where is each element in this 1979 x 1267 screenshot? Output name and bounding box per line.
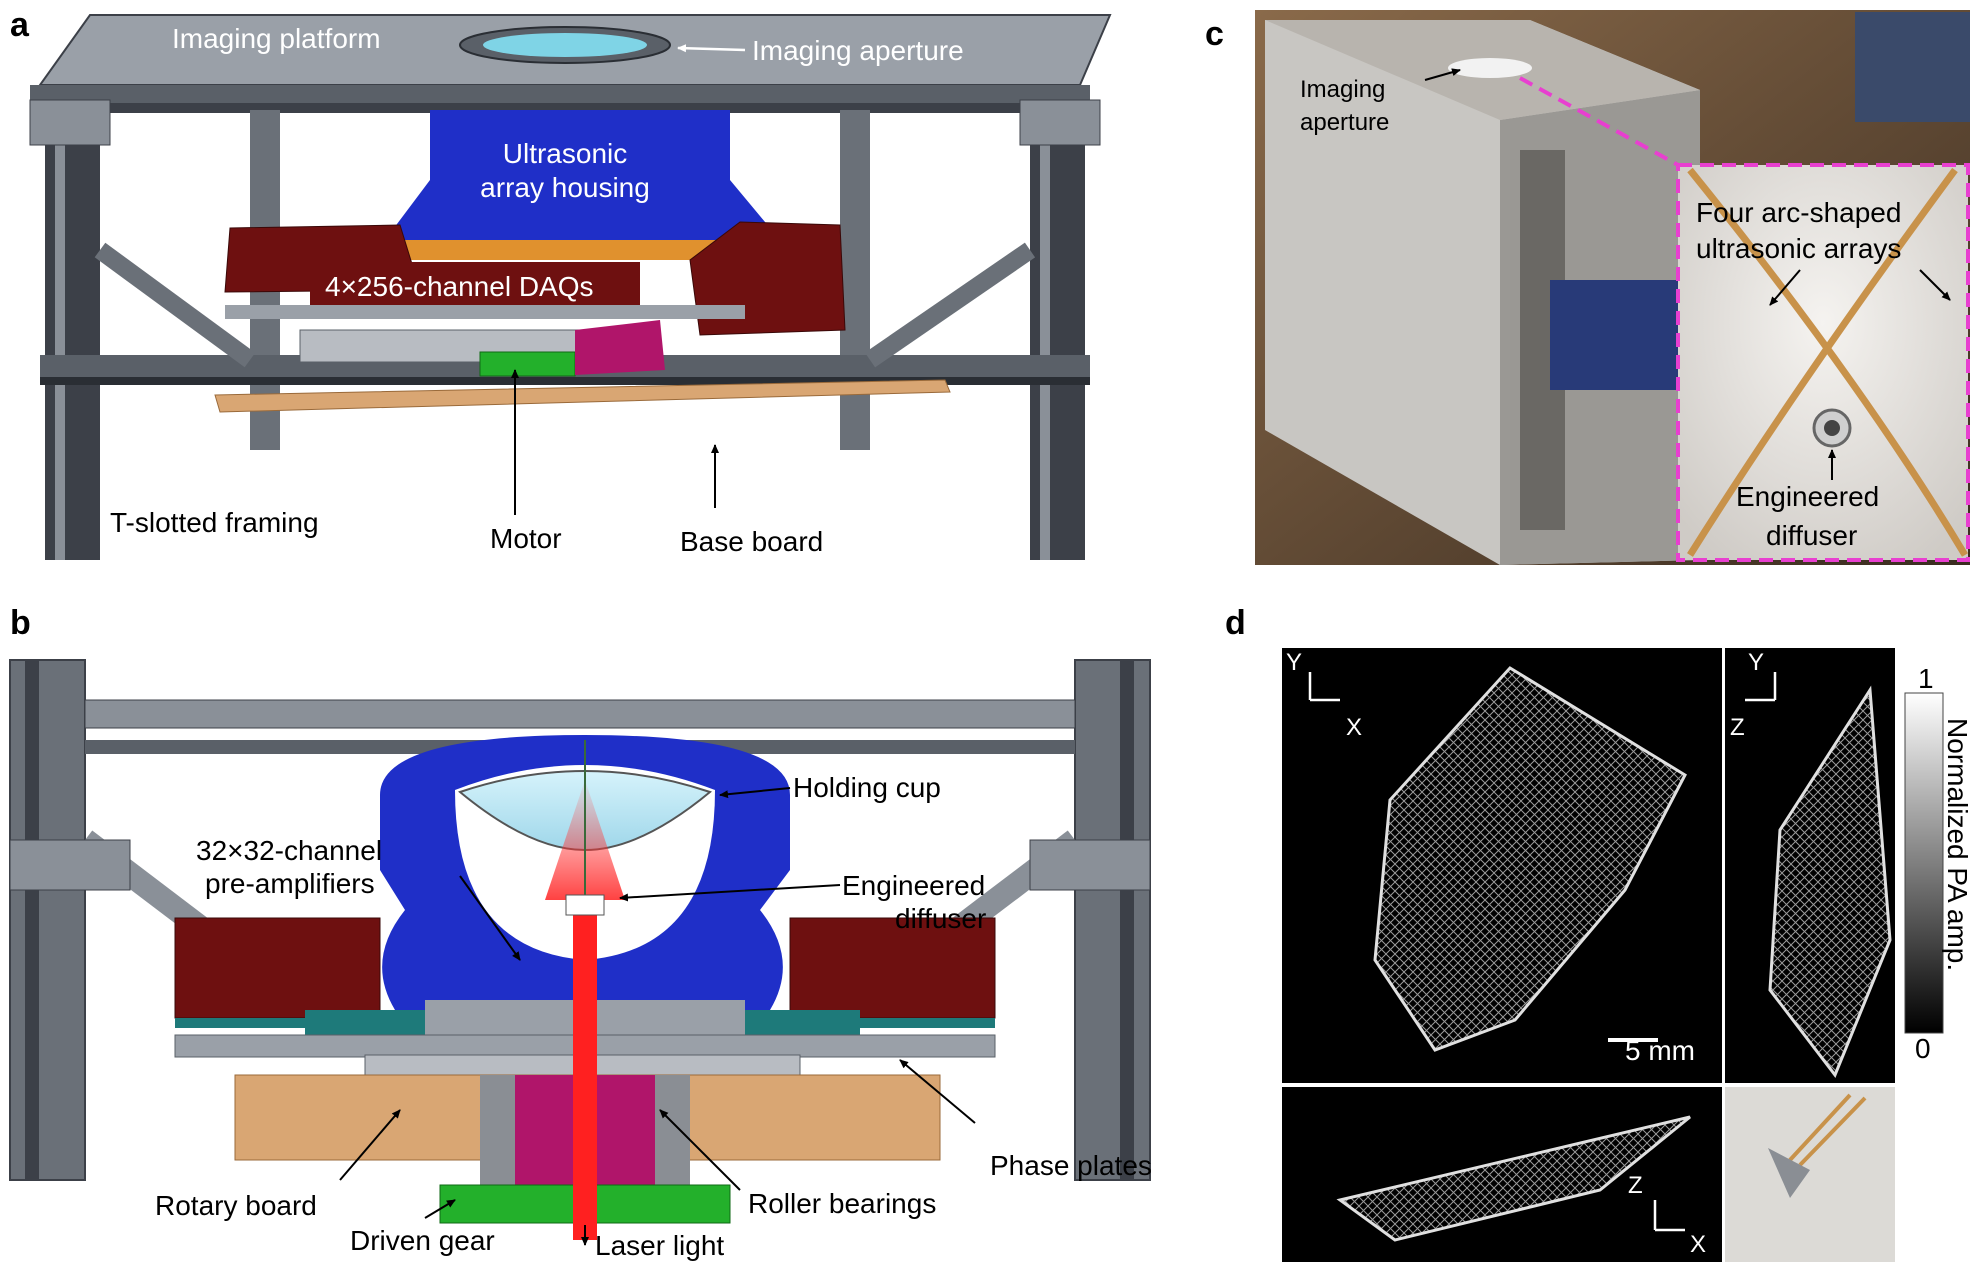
label-motor: Motor (490, 523, 562, 554)
leaders-b (339, 787, 976, 1246)
xz-axis-x: X (1690, 1231, 1706, 1258)
label-photo-diffuser-1: Engineered (1736, 481, 1879, 512)
base-board (214, 379, 951, 413)
panel-b: b (9, 604, 1152, 1261)
yz-axis-z: Z (1730, 714, 1745, 741)
label-roller-bearings: Roller bearings (748, 1188, 936, 1219)
label-imaging-platform: Imaging platform (172, 23, 381, 54)
ultrasonic-array-housing (385, 110, 780, 260)
yz-axes-indicator (1745, 672, 1777, 702)
lower-stack-a (214, 320, 951, 413)
label-holding-cup: Holding cup (793, 772, 941, 803)
arrays-leader-right (1919, 269, 1951, 301)
panel-d: d Y X Y Z Z X (1225, 604, 1973, 1262)
motor-block (479, 351, 576, 377)
scale-bar-label: 5 mm (1625, 1035, 1695, 1066)
leaf-photo (1725, 1087, 1895, 1262)
yz-axis-y: Y (1748, 649, 1764, 676)
xy-axis-y: Y (1286, 649, 1302, 676)
label-preamps-1: 32×32-channel (196, 835, 382, 866)
label-daqs: 4×256-channel DAQs (325, 271, 594, 302)
photo-imaging-aperture (1448, 58, 1532, 78)
panel-c-letter: c (1205, 15, 1224, 53)
label-base-board: Base board (680, 526, 823, 557)
magenta-part-a (575, 320, 665, 375)
panel-b-letter: b (10, 604, 31, 642)
xy-axis-x: X (1346, 714, 1362, 741)
label-phase-plates: Phase plates (990, 1150, 1152, 1181)
label-array-housing-2: array housing (480, 172, 650, 203)
laser-light-beam (573, 900, 597, 1240)
xy-axes-indicator (1308, 672, 1340, 702)
label-t-slotted: T-slotted framing (110, 507, 319, 538)
panel-c: c Imaging aperture Four arc-shaped ult (1205, 10, 1970, 565)
label-array-housing-1: Ultrasonic (503, 138, 627, 169)
label-photo-aperture-1: Imaging (1300, 76, 1385, 103)
arrays-leader-left (1769, 269, 1801, 306)
imaging-platform-plate (30, 14, 1112, 113)
colorbar-min: 0 (1915, 1033, 1931, 1064)
colorbar (1904, 692, 1944, 1034)
xz-axis-z: Z (1628, 1172, 1643, 1199)
frame-b (9, 659, 1151, 1181)
yz-leaf (1768, 685, 1892, 1078)
label-diffuser-b-1: Engineered (842, 870, 985, 901)
monitor (1855, 12, 1970, 122)
inset-arrays (1676, 163, 1970, 562)
label-driven-gear: Driven gear (350, 1225, 495, 1256)
panel-d-letter: d (1225, 604, 1246, 642)
panel-a: a Imaging platform Imaging aperture (10, 6, 1112, 560)
diffuser-tube (565, 894, 605, 916)
label-arrays-1: Four arc-shaped (1696, 197, 1901, 228)
xz-leaf (1336, 1115, 1691, 1242)
label-imaging-aperture: Imaging aperture (752, 35, 964, 66)
label-preamps-2: pre-amplifiers (205, 868, 375, 899)
xz-axes-indicator (1653, 1200, 1685, 1232)
xy-leaf (1373, 666, 1687, 1052)
daq-boxes (224, 221, 846, 336)
label-rotary-board: Rotary board (155, 1190, 317, 1221)
label-photo-aperture-2: aperture (1300, 109, 1389, 136)
colorbar-max: 1 (1918, 663, 1934, 694)
photo-aperture-leader (1424, 68, 1461, 81)
aperture-arrow (677, 44, 746, 53)
label-laser-light: Laser light (595, 1230, 724, 1261)
label-photo-diffuser-2: diffuser (1766, 520, 1857, 551)
system-enclosure (1265, 20, 1700, 565)
label-diffuser-b-2: diffuser (895, 903, 986, 934)
colorbar-label: Normalized PA amp. (1942, 718, 1973, 971)
inset-callout (1519, 76, 1679, 167)
label-arrays-2: ultrasonic arrays (1696, 233, 1901, 264)
panel-a-letter: a (10, 6, 30, 44)
